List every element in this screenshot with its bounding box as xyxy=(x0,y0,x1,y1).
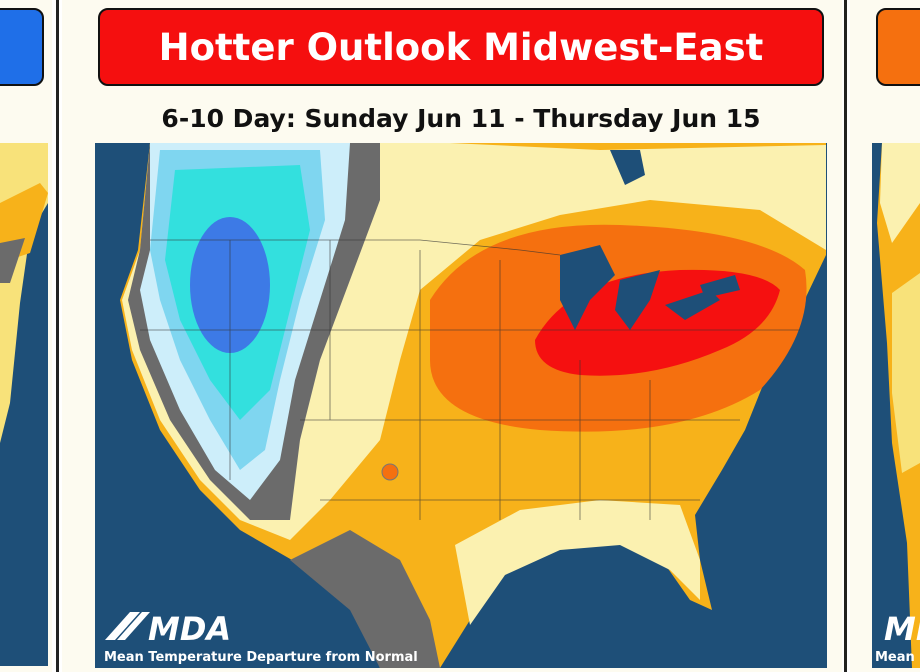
title-button[interactable]: Hotter Outlook Midwest-East xyxy=(98,8,824,86)
mexico-neutral xyxy=(290,530,440,668)
prev-slide-map xyxy=(0,143,48,666)
hot-zone xyxy=(535,269,780,376)
borders xyxy=(140,239,800,520)
lakes xyxy=(560,150,740,330)
logo-text: MDA xyxy=(884,610,920,648)
logo: MDA Mean Temperature Departure from Norm… xyxy=(104,610,418,665)
logo-text: MDA xyxy=(148,610,231,648)
next-slide-button[interactable] xyxy=(876,8,920,86)
temperature-map: MDA Mean Temperature Departure from Norm… xyxy=(95,143,827,668)
subtitle: 6-10 Day: Sunday Jun 11 - Thursday Jun 1… xyxy=(161,104,761,133)
divider xyxy=(844,0,847,672)
warm-spot xyxy=(381,463,399,481)
divider xyxy=(56,0,59,672)
map-caption: Mean Temperature Departure from Normal xyxy=(104,650,418,665)
map-caption: Mean xyxy=(875,650,915,665)
next-slide-map: MDA Mean xyxy=(872,143,920,668)
coastal-zone xyxy=(455,500,700,625)
prev-slide-button[interactable] xyxy=(0,8,44,86)
